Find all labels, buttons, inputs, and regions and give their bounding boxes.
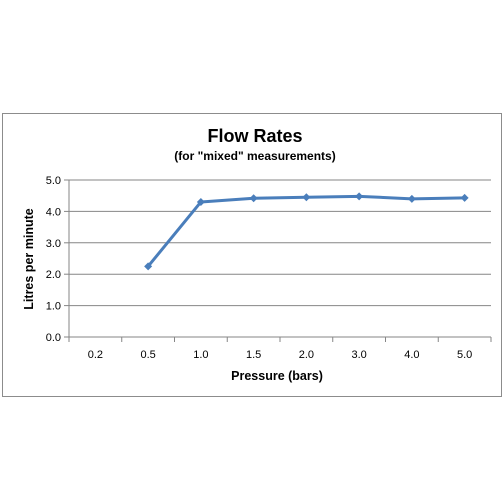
y-axis-ticks: 0.0 1.0 2.0 3.0 4.0 5.0 bbox=[46, 175, 61, 344]
series-line bbox=[146, 194, 465, 268]
y-tick-label: 3.0 bbox=[46, 238, 61, 250]
data-point-marker bbox=[302, 193, 311, 202]
y-tick-label: 5.0 bbox=[46, 175, 61, 187]
data-point-marker bbox=[407, 194, 416, 203]
data-point-marker bbox=[249, 194, 258, 203]
x-tick-label: 3.0 bbox=[351, 349, 366, 361]
x-axis-label: Pressure (bars) bbox=[231, 369, 323, 383]
data-point-marker bbox=[355, 192, 364, 201]
chart-area: Flow Rates (for "mixed" measurements) 0.… bbox=[2, 113, 502, 397]
data-point-marker bbox=[144, 262, 153, 271]
x-tick-label: 1.5 bbox=[246, 349, 261, 361]
y-tick-label: 0.0 bbox=[46, 332, 61, 344]
chart-title: Flow Rates bbox=[207, 126, 302, 146]
x-tick-label: 5.0 bbox=[457, 349, 472, 361]
y-axis-label: Litres per minute bbox=[22, 208, 36, 309]
y-tick-label: 1.0 bbox=[46, 301, 61, 313]
x-tick-label: 2.0 bbox=[299, 349, 314, 361]
x-tick-label: 4.0 bbox=[404, 349, 419, 361]
line-chart: Flow Rates (for "mixed" measurements) 0.… bbox=[22, 126, 492, 383]
plot-series bbox=[144, 192, 469, 271]
x-tick-label: 1.0 bbox=[193, 349, 208, 361]
y-tick-label: 2.0 bbox=[46, 269, 61, 281]
chart-subtitle: (for "mixed" measurements) bbox=[174, 149, 335, 163]
data-point-marker bbox=[196, 197, 205, 206]
x-tick-label: 0.5 bbox=[140, 349, 155, 361]
x-axis-ticks: 0.2 0.5 1.0 1.5 2.0 3.0 4.0 5.0 bbox=[88, 349, 473, 361]
data-point-marker bbox=[460, 193, 469, 202]
x-tick-label: 0.2 bbox=[88, 349, 103, 361]
gridlines bbox=[64, 179, 492, 342]
y-tick-label: 4.0 bbox=[46, 206, 61, 218]
